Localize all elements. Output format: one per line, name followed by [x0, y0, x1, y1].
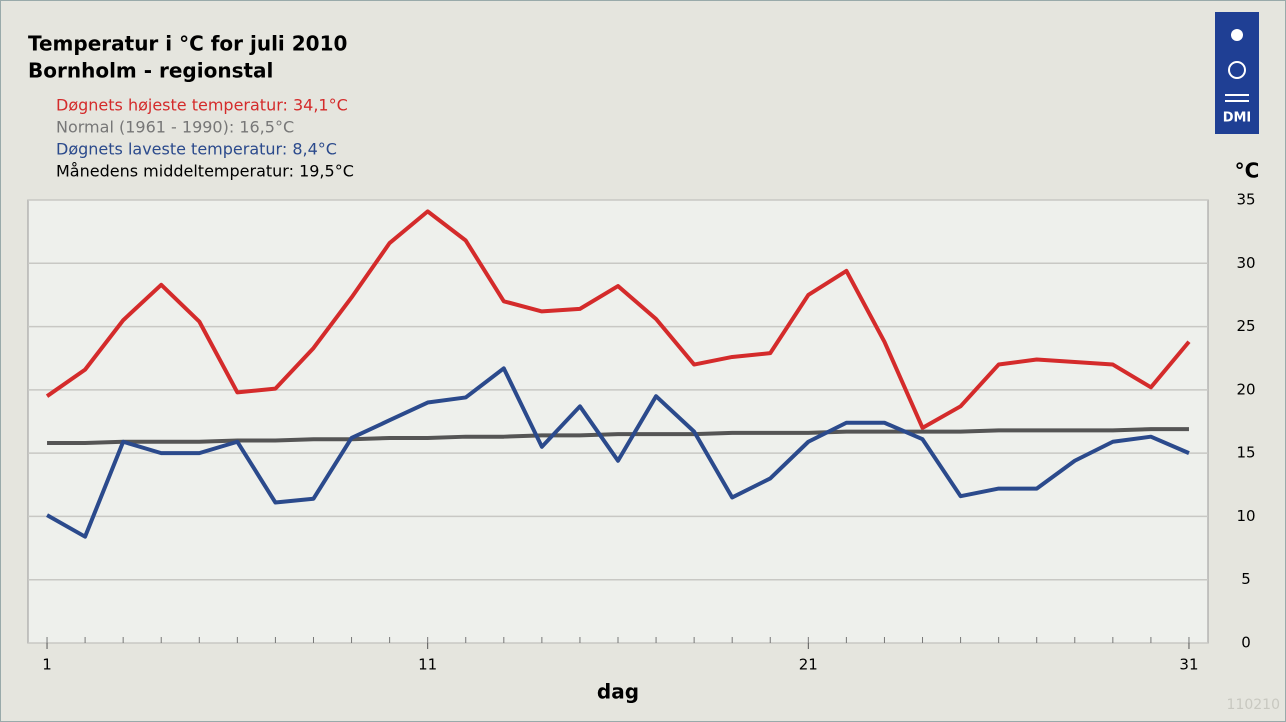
legend-entry: Normal (1961 - 1990): 16,5°C [56, 118, 294, 137]
y-tick-label: 20 [1236, 380, 1255, 398]
x-tick-label: 11 [418, 656, 437, 674]
watermark: 110210 [1227, 697, 1280, 713]
logo-crown [1231, 29, 1243, 41]
x-tick-label: 1 [42, 656, 52, 674]
y-tick-label: 5 [1241, 570, 1251, 588]
chart-title: Temperatur i °C for juli 2010 [28, 32, 347, 56]
legend-entry: Døgnets højeste temperatur: 34,1°C [56, 96, 348, 115]
legend-entry: Døgnets laveste temperatur: 8,4°C [56, 140, 337, 159]
y-tick-label: 15 [1236, 444, 1255, 462]
logo-text: DMI [1223, 111, 1252, 126]
x-axis-label: dag [597, 680, 639, 704]
x-tick-label: 31 [1179, 656, 1198, 674]
y-tick-label: 35 [1236, 191, 1255, 209]
y-tick-label: 30 [1236, 254, 1255, 272]
chart-subtitle: Bornholm - regionstal [28, 59, 273, 83]
y-tick-label: 10 [1236, 507, 1255, 525]
x-tick-label: 21 [799, 656, 818, 674]
logo-sun [1228, 61, 1246, 79]
series-line [46, 366, 1190, 539]
series-line [45, 209, 1191, 430]
annotation: Månedens middeltemperatur: 19,5°C [56, 162, 354, 181]
y-unit: °C [1235, 159, 1260, 183]
y-tick-label: 25 [1236, 317, 1255, 335]
y-tick-label: 0 [1241, 634, 1251, 652]
plot-area [27, 199, 1209, 644]
logo: DMI [1215, 12, 1259, 134]
